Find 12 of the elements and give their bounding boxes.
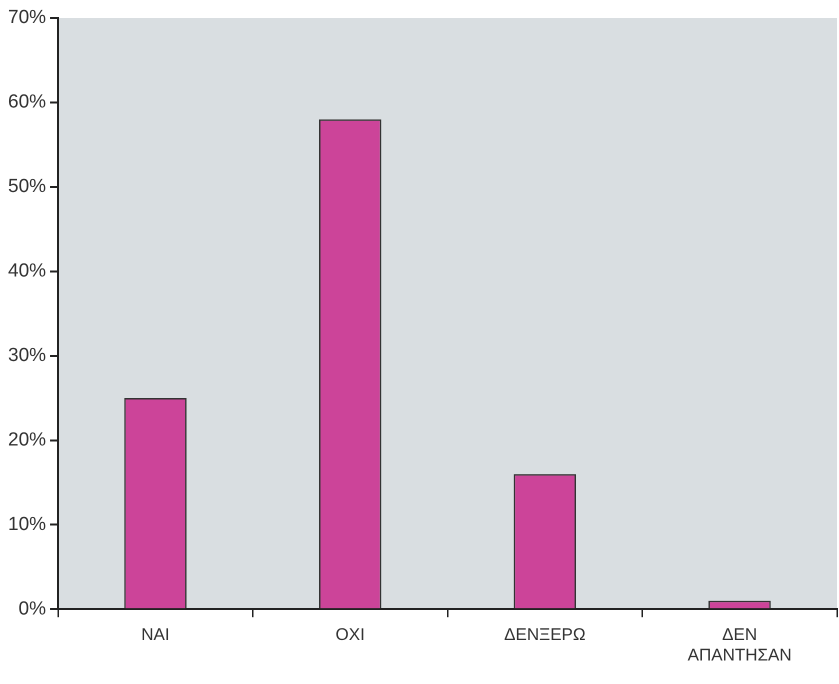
y-tick-label: 40% — [8, 260, 46, 282]
y-tick-label: 70% — [8, 7, 46, 28]
x-tick-label: ΔΕΝ ΑΠΑΝΤΗΣΑΝ — [688, 625, 792, 664]
x-tick-label: OXI — [335, 625, 365, 644]
y-tick-label: 60% — [8, 92, 46, 113]
y-tick-label: 10% — [8, 514, 46, 535]
x-tick-label: NAI — [141, 625, 170, 644]
y-tick-label: 50% — [8, 176, 46, 198]
y-tick-label: 30% — [8, 345, 46, 366]
y-tick-label: 20% — [8, 430, 46, 451]
x-tick-label: ΔΕΝΞΕΡΩ — [504, 625, 586, 644]
y-tick-label: 0% — [18, 598, 46, 620]
